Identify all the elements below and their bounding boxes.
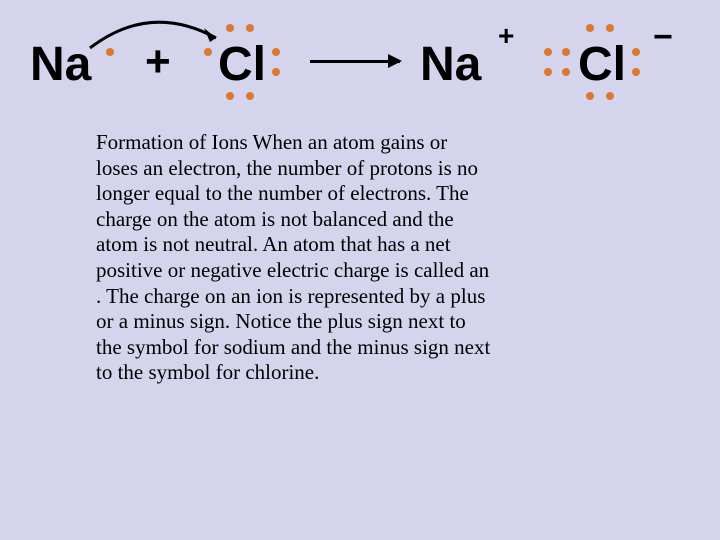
- ion-formation-diagram: Na + Cl Na + Cl −: [20, 12, 700, 122]
- electron-pair: [272, 48, 280, 78]
- electron-pair: [632, 48, 640, 78]
- electron-dot: [106, 48, 114, 56]
- electron-pair: [544, 48, 552, 78]
- sodium-charge: +: [498, 20, 514, 52]
- chloride-charge: −: [653, 18, 673, 57]
- sodium-atom-left: Na: [30, 37, 91, 92]
- chlorine-atom-left: Cl: [218, 37, 266, 92]
- electron-pair: [226, 92, 256, 100]
- electron-pair: [226, 24, 256, 32]
- reaction-arrow: [310, 60, 400, 63]
- sodium-ion: Na: [420, 37, 481, 92]
- electron-pair: [586, 92, 616, 100]
- chloride-ion: Cl: [578, 37, 626, 92]
- electron-pair: [204, 48, 212, 78]
- electron-pair: [586, 24, 616, 32]
- electron-pair: [562, 48, 570, 78]
- body-paragraph: Formation of Ions When an atom gains or …: [96, 130, 491, 386]
- plus-operator: +: [145, 37, 171, 87]
